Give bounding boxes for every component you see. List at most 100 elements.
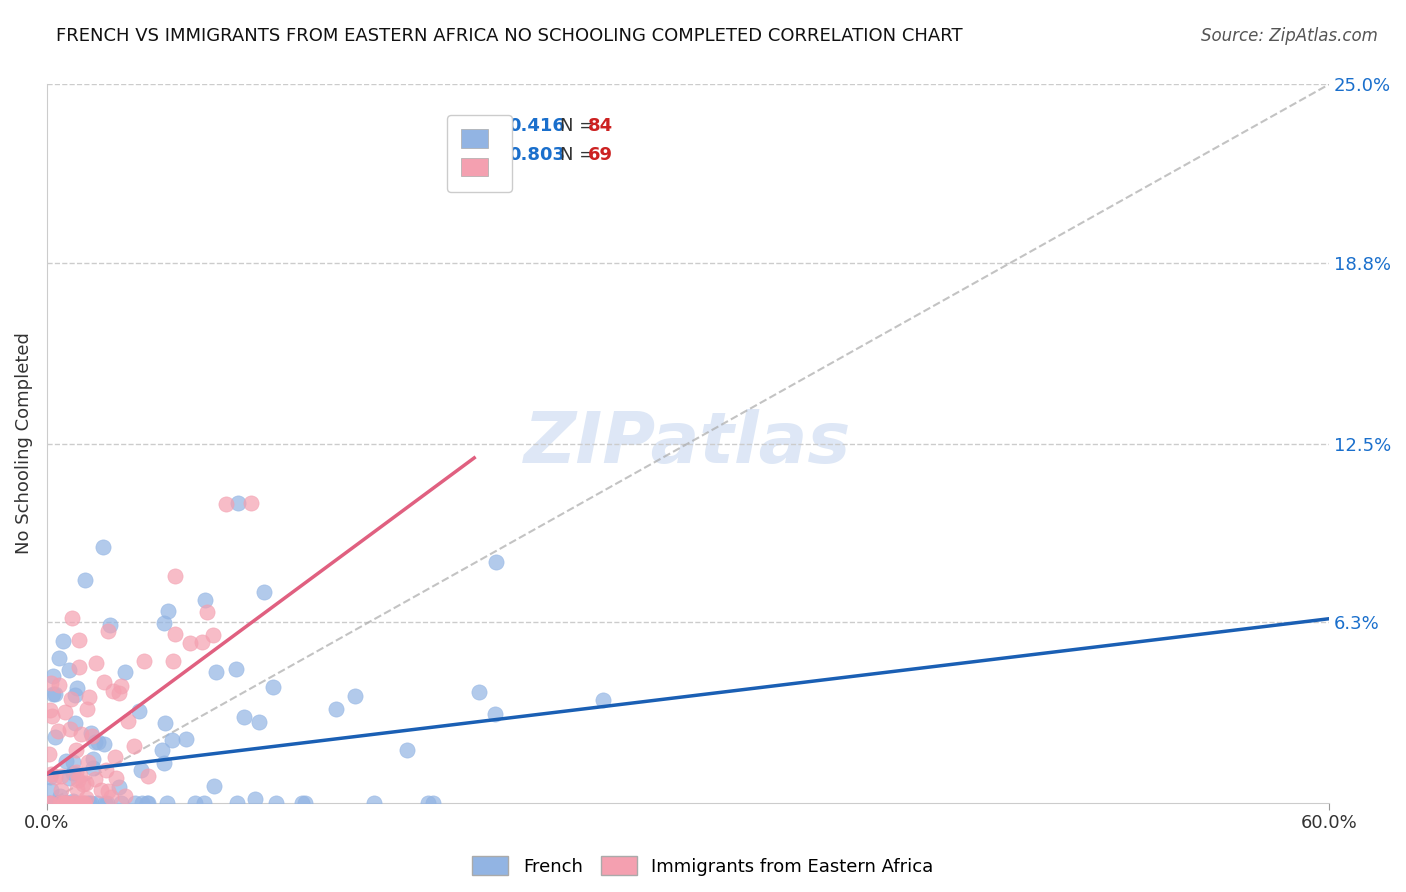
Point — [76, 796, 98, 810]
Legend: French, Immigrants from Eastern Africa: French, Immigrants from Eastern Africa — [465, 849, 941, 883]
Point — [62, 755, 84, 769]
Point — [45, 796, 67, 810]
Point — [53, 796, 76, 810]
Point — [136, 769, 159, 783]
Point — [96, 796, 118, 810]
Point — [44, 687, 66, 701]
Point — [49, 783, 72, 797]
Point — [59, 723, 82, 737]
Point — [41, 708, 63, 723]
Point — [83, 735, 105, 749]
Text: 0.803: 0.803 — [509, 146, 565, 164]
Point — [153, 716, 176, 731]
Point — [110, 796, 132, 810]
Point — [108, 780, 131, 794]
Point — [82, 752, 104, 766]
Point — [264, 796, 287, 810]
Point — [62, 796, 84, 810]
Point — [194, 593, 217, 607]
Point — [44, 770, 66, 784]
Point — [202, 779, 225, 793]
Point — [76, 702, 98, 716]
Point — [86, 796, 108, 810]
Point — [84, 656, 107, 670]
Point — [55, 755, 77, 769]
Point — [55, 796, 77, 810]
Point — [60, 611, 83, 625]
Point — [114, 789, 136, 803]
Text: N =: N = — [560, 146, 600, 164]
Point — [44, 730, 66, 744]
Point — [83, 772, 105, 786]
Point — [104, 771, 127, 785]
Point — [157, 604, 180, 618]
Text: ZIPatlas: ZIPatlas — [524, 409, 852, 478]
Point — [38, 703, 60, 717]
Point — [243, 792, 266, 806]
Point — [39, 675, 62, 690]
Point — [163, 569, 186, 583]
Point — [100, 790, 122, 805]
Point — [97, 624, 120, 638]
Point — [93, 737, 115, 751]
Point — [59, 796, 82, 810]
Point — [468, 685, 491, 699]
Point — [58, 772, 80, 786]
Point — [204, 665, 226, 679]
Point — [225, 796, 247, 810]
Point — [60, 796, 83, 810]
Point — [136, 796, 159, 810]
Point — [325, 701, 347, 715]
Point — [62, 794, 84, 808]
Point — [46, 724, 69, 739]
Point — [114, 665, 136, 680]
Text: 84: 84 — [588, 117, 613, 135]
Point — [129, 763, 152, 777]
Point — [65, 715, 87, 730]
Point — [52, 796, 75, 810]
Point — [38, 747, 60, 761]
Text: Source: ZipAtlas.com: Source: ZipAtlas.com — [1201, 27, 1378, 45]
Point — [65, 742, 87, 756]
Point — [67, 660, 90, 674]
Point — [65, 764, 87, 779]
Point — [45, 796, 67, 810]
Point — [416, 796, 439, 810]
Point — [72, 777, 94, 791]
Point — [90, 783, 112, 797]
Point — [87, 734, 110, 748]
Point — [56, 796, 79, 810]
Point — [63, 688, 86, 702]
Point — [66, 772, 89, 787]
Point — [48, 678, 70, 692]
Text: N =: N = — [560, 117, 600, 135]
Point — [136, 796, 159, 810]
Point — [247, 714, 270, 729]
Point — [94, 796, 117, 810]
Point — [38, 796, 60, 810]
Point — [128, 704, 150, 718]
Point — [124, 796, 146, 810]
Legend: , : , — [447, 115, 512, 192]
Point — [132, 654, 155, 668]
Text: 69: 69 — [588, 146, 613, 164]
Point — [485, 555, 508, 569]
Point — [153, 616, 176, 631]
Point — [65, 796, 87, 810]
Point — [226, 496, 249, 510]
Point — [67, 633, 90, 648]
Point — [215, 497, 238, 511]
Point — [73, 796, 96, 810]
Point — [62, 766, 84, 780]
Point — [233, 710, 256, 724]
Point — [38, 770, 60, 784]
Point — [191, 635, 214, 649]
Point — [77, 796, 100, 810]
Point — [162, 653, 184, 667]
Point — [52, 633, 75, 648]
Point — [291, 796, 314, 810]
Point — [202, 628, 225, 642]
Point — [39, 796, 62, 810]
Point — [93, 540, 115, 554]
Point — [104, 750, 127, 764]
